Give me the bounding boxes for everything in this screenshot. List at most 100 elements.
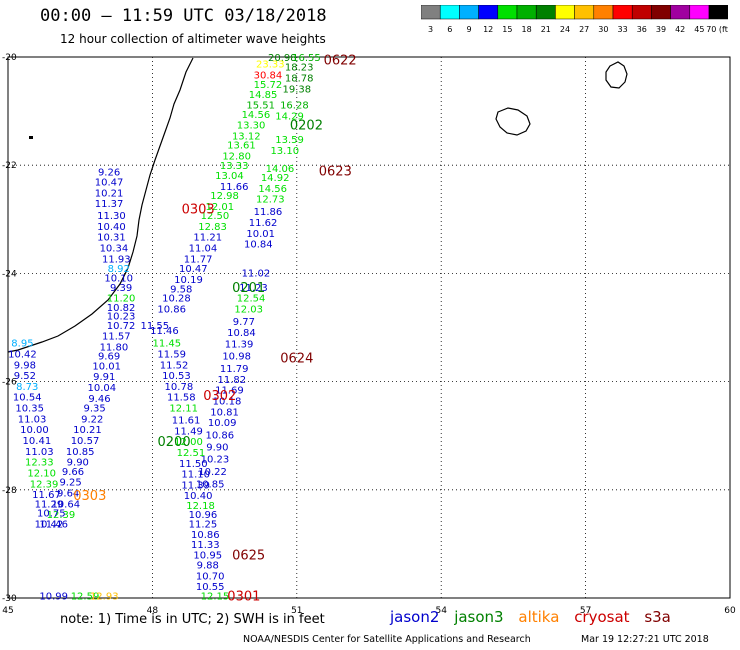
pass-time-label: 0202 <box>290 119 323 134</box>
wave-height-value: 11.37 <box>95 199 124 210</box>
wave-height-value: 14.56 <box>242 110 271 121</box>
wave-height-value: 9.66 <box>62 467 84 478</box>
scale-label: 45 <box>694 25 704 34</box>
pass-labels: 0622 0202 0623 0303 0201 0624 0302 0200 0303 0625… <box>73 54 356 605</box>
wave-height-value: 10.55 <box>196 582 225 593</box>
wave-height-value: 10.19 <box>174 275 203 286</box>
wave-height-value: 13.33 <box>220 161 249 172</box>
wave-height-value: 10.31 <box>97 233 126 244</box>
x-tick-label: 60 <box>724 606 736 616</box>
wave-height-value: 10.53 <box>162 371 191 382</box>
axis-labels: 45 48 51 54 57 60 -20 -22 -24 -26 -28 -30 <box>2 53 736 616</box>
map-frame <box>7 56 731 599</box>
pass-time-label: 0624 <box>280 351 313 366</box>
wave-height-value: 14.29 <box>275 111 304 122</box>
pass-time-label: 0303 <box>182 202 215 217</box>
wave-height-value: 11.25 <box>189 519 218 530</box>
wave-height-value: 11.03 <box>18 414 47 425</box>
wave-height-value: 10.78 <box>165 382 194 393</box>
wave-height-value: 11.61 <box>172 415 201 426</box>
wave-height-value: 10.84 <box>227 328 256 339</box>
wave-height-value: 30.84 <box>254 70 283 81</box>
scale-label: 36 <box>637 25 647 34</box>
wave-height-value: 8.92 <box>108 264 130 275</box>
wave-height-value: 10.85 <box>196 479 225 490</box>
wave-height-value: 10.40 <box>97 222 126 233</box>
mauritius-island <box>605 61 628 89</box>
legend-jason2: jason2 <box>390 608 440 626</box>
wave-height-value: 11.02 <box>242 268 271 279</box>
wave-height-value: 10.47 <box>179 264 208 275</box>
legend-jason3: jason3 <box>454 608 504 626</box>
y-tick-label: -24 <box>2 269 17 279</box>
wave-height-value: 11.57 <box>102 332 131 343</box>
wave-height-value: 12.00 <box>174 437 203 448</box>
wave-height-value: 18.78 <box>285 74 314 85</box>
madagascar-coast <box>7 57 194 353</box>
coast-dot <box>29 136 33 139</box>
wave-height-value: 11.46 <box>150 326 179 337</box>
wave-height-value: 12.11 <box>169 404 198 415</box>
pass-time-label: 0301 <box>227 589 260 604</box>
wave-height-value: 10.42 <box>8 349 37 360</box>
wave-height-value: 13.30 <box>237 121 266 132</box>
wave-height-value: 11.21 <box>193 233 222 244</box>
wave-height-value: 10.40 <box>184 491 213 502</box>
wave-height-value: 11.93 <box>102 254 131 265</box>
wave-height-value: 14.92 <box>261 173 290 184</box>
wave-height-value: 11.39 <box>181 480 210 491</box>
wave-height-value: 10.04 <box>88 383 117 394</box>
wave-height-value: 10.35 <box>15 404 44 415</box>
wave-height-value: 9.58 <box>170 285 192 296</box>
scale-label: 15 <box>502 25 512 34</box>
wave-height-value: 15.51 <box>246 101 275 112</box>
wave-height-value: 12.10 <box>27 468 56 479</box>
wave-height-value: 15.72 <box>254 80 283 91</box>
pass-time-label: 0623 <box>319 165 352 180</box>
wave-height-value: 18.23 <box>285 63 314 74</box>
x-tick-label: 54 <box>435 606 447 616</box>
credit-line: NOAA/NESDIS Center for Satellite Applica… <box>243 634 531 645</box>
legend-altika: altika <box>518 608 560 626</box>
legend-cryosat: cryosat <box>574 608 630 626</box>
satellite-legend: jason2 jason3 altika cryosat s3a <box>390 608 681 626</box>
wave-height-value: 11.39 <box>225 340 254 351</box>
y-tick-label: -26 <box>2 378 17 388</box>
wave-height-value: 10.41 <box>23 436 52 447</box>
wave-height-value: 11.67 <box>32 490 61 501</box>
wave-height-value: 10.28 <box>162 294 191 305</box>
wave-height-value: 9.64 <box>57 489 79 500</box>
wave-height-value: 10.70 <box>196 571 225 582</box>
wave-height-value: 10.23 <box>107 312 136 323</box>
scale-label: 6 <box>447 25 452 34</box>
coastline <box>7 57 628 353</box>
wave-height-value: 13.12 <box>232 131 261 142</box>
wave-height-value: 12.01 <box>205 202 234 213</box>
wave-height-value: 13.10 <box>270 146 299 157</box>
wave-height-value: 12.59 <box>71 591 100 602</box>
wave-height-value: 9.26 <box>98 168 120 179</box>
wave-height-value: 11.66 <box>220 182 249 193</box>
wave-height-value: 20.98 <box>268 53 297 64</box>
wave-height-value: 14.06 <box>266 164 295 175</box>
scale-label: 70 (ft) <box>706 25 728 34</box>
wave-height-value: 13.61 <box>227 141 256 152</box>
wave-height-value: 9.91 <box>93 372 115 383</box>
footer-note: note: 1) Time is in UTC; 2) SWH is in fe… <box>60 612 325 627</box>
wave-height-value: 10.57 <box>71 436 100 447</box>
wave-height-value: 10.21 <box>95 188 124 199</box>
pass-time-label: 0303 <box>73 489 106 504</box>
scale-label: 3 <box>428 25 433 34</box>
wave-height-value: 10.98 <box>222 352 251 363</box>
wave-height-value: 10.54 <box>13 393 42 404</box>
wave-height-value: 10.47 <box>95 177 124 188</box>
wave-height-value: 11.03 <box>25 447 54 458</box>
wave-height-value: 10.81 <box>210 407 239 418</box>
wave-height-value: 10.22 <box>198 467 227 478</box>
wave-height-value: 10.82 <box>107 303 136 314</box>
wave-height-value: 10.09 <box>208 418 237 429</box>
wave-height-value: 9.88 <box>197 560 219 571</box>
wave-height-value: 11.33 <box>191 540 220 551</box>
